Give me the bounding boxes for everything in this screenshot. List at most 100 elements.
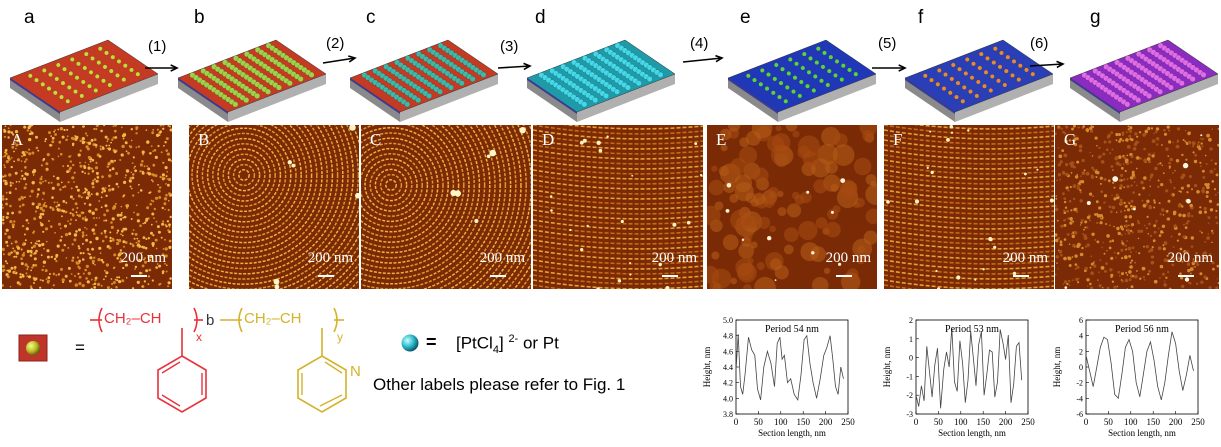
afm-grain [1173, 246, 1175, 248]
afm-grain [719, 166, 729, 176]
afm-dot [74, 275, 76, 277]
afm-dot [63, 129, 65, 131]
afm-dot [11, 157, 13, 159]
surface-dot [1201, 72, 1207, 78]
afm-dot [86, 196, 89, 199]
step-label-4: (4) [690, 35, 708, 52]
afm-particle [989, 238, 993, 242]
afm-grain [787, 203, 801, 217]
afm-grain [1101, 266, 1105, 270]
afm-grain [1063, 197, 1066, 200]
afm-dot [52, 137, 55, 140]
afm-dot [94, 178, 96, 180]
y-tick-label: 6 [1079, 316, 1083, 325]
afm-grain [1157, 186, 1160, 189]
afm-dot [100, 252, 102, 254]
afm-dot [30, 242, 32, 244]
afm-dot [24, 166, 27, 169]
afm-dot [34, 252, 37, 255]
afm-grain [1199, 211, 1203, 215]
afm-dot [119, 159, 121, 161]
afm-grain [1148, 270, 1151, 273]
afm-grain [1208, 223, 1210, 225]
afm-grain [854, 158, 872, 176]
afm-grain [1075, 263, 1078, 266]
afm-dot [143, 246, 146, 249]
afm-dot [36, 240, 38, 242]
afm-grain [1089, 127, 1092, 130]
surface-dot [1004, 69, 1008, 73]
afm-dot [56, 206, 58, 208]
afm-dot [142, 223, 144, 225]
afm-grain [1086, 226, 1088, 228]
afm-grain [1153, 199, 1155, 201]
afm-dot [159, 130, 162, 133]
surface-dot [975, 94, 979, 98]
afm-grain [1092, 155, 1094, 157]
surface-dot [819, 79, 823, 83]
afm-dot [36, 206, 39, 209]
afm-grain [1131, 184, 1133, 186]
afm-grain [784, 227, 799, 242]
afm-grain [1063, 210, 1065, 212]
afm-grain [1127, 229, 1130, 232]
afm-dot [45, 269, 48, 272]
afm-dot [9, 220, 12, 223]
surface-dot [437, 89, 443, 95]
afm-grain [1084, 220, 1087, 223]
afm-dot [41, 269, 43, 271]
surface-dot [779, 81, 783, 85]
afm-dot [112, 167, 115, 170]
afm-dot [107, 148, 109, 150]
surface-dot [847, 68, 851, 72]
afm-dot [152, 279, 154, 281]
y-axis-label: Height, nm [702, 347, 712, 388]
afm-dot [6, 263, 8, 265]
afm-grain [1155, 131, 1158, 134]
afm-dot [6, 160, 9, 163]
afm-grain [1198, 147, 1201, 150]
afm-grain [1058, 126, 1060, 128]
afm-dot [11, 166, 13, 168]
afm-grain [1136, 270, 1138, 272]
afm-dot [8, 269, 11, 272]
x-tick-label: 200 [999, 417, 1013, 427]
afm-dot [57, 209, 60, 212]
afm-dot [77, 256, 79, 258]
surface-dot [821, 65, 825, 69]
afm-dot [100, 148, 102, 150]
afm-dot [49, 206, 51, 208]
afm-dot [5, 260, 7, 262]
y-axis-label: Height, nm [882, 347, 892, 388]
afm-dot [124, 228, 127, 231]
afm-dot [126, 150, 128, 152]
afm-dot [33, 217, 36, 220]
surface-dot [1024, 68, 1028, 72]
afm-grain [1129, 130, 1132, 133]
afm-grain [1119, 138, 1122, 141]
afm-grain [1163, 283, 1167, 287]
afm-dot [133, 167, 135, 169]
afm-dot [80, 150, 82, 152]
afm-dot [69, 167, 72, 170]
afm-dot [167, 153, 170, 156]
afm-grain [1091, 174, 1094, 177]
afm-grain [1151, 127, 1153, 129]
afm-grain [1191, 236, 1194, 239]
afm-grain [1126, 240, 1128, 242]
afm-grain [1172, 142, 1174, 144]
afm-grain [1150, 176, 1153, 179]
afm-dot [149, 152, 152, 155]
afm-grain [1065, 125, 1067, 127]
x-tick-label: 150 [1146, 417, 1160, 427]
afm-dot [106, 209, 109, 212]
surface-dot [298, 76, 304, 82]
afm-dot [164, 239, 166, 241]
afm-dot [50, 135, 52, 137]
afm-particle [700, 174, 702, 176]
afm-grain [1206, 134, 1210, 138]
scale-bar-label: 200 nm [826, 250, 871, 267]
afm-dot [76, 211, 78, 213]
afm-grain [1056, 262, 1058, 264]
afm-dot [133, 156, 135, 158]
